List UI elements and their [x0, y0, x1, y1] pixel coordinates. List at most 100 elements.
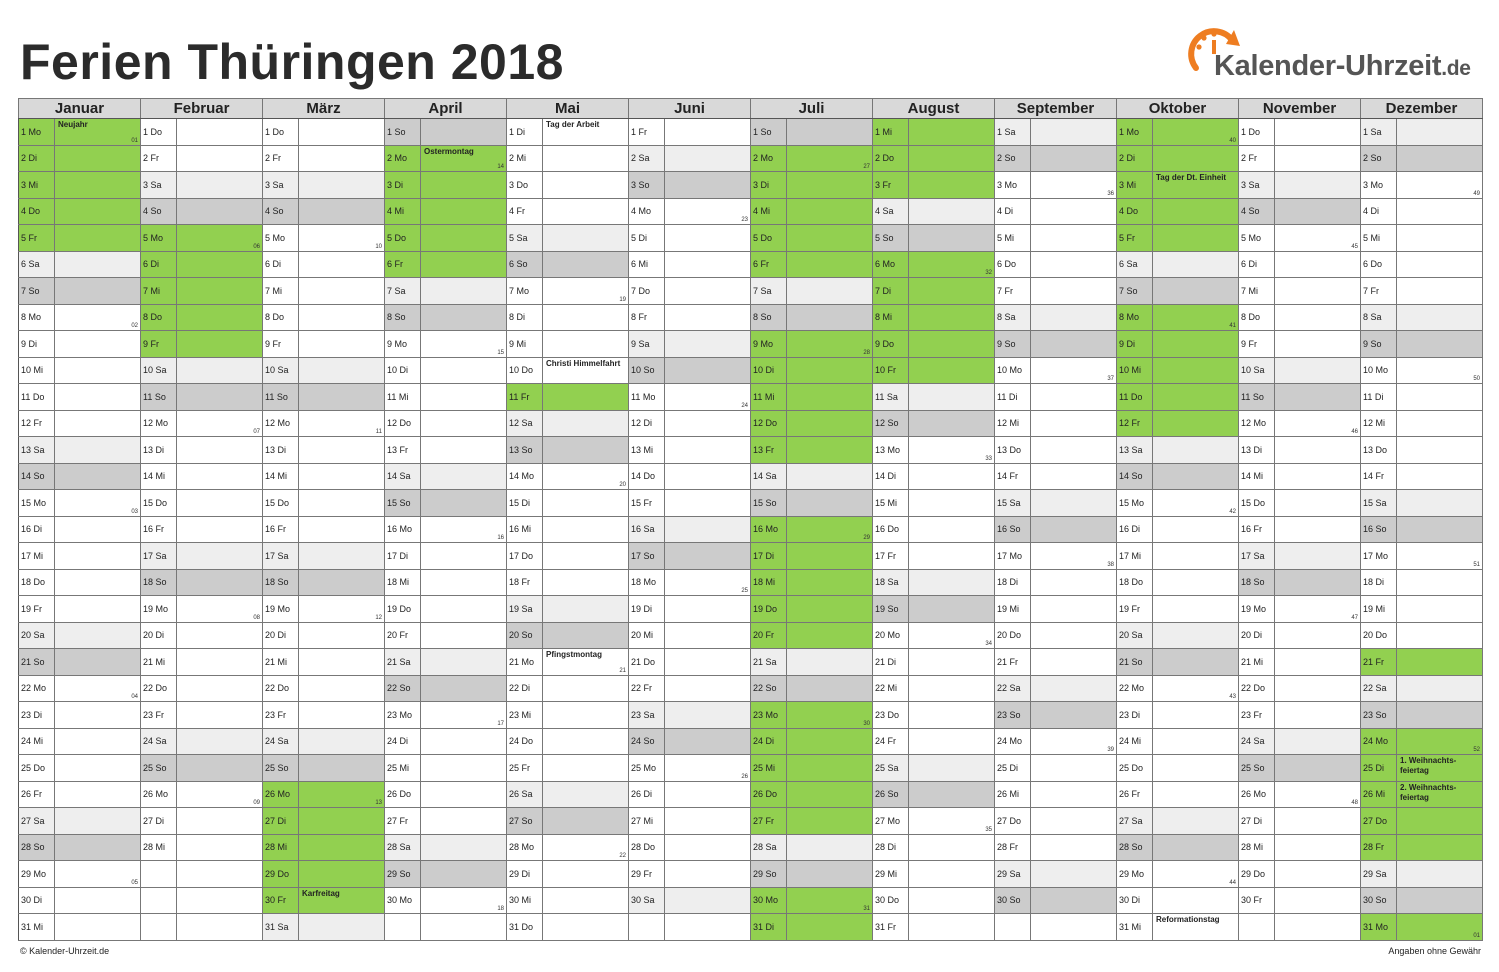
empty-cell: [176, 913, 263, 941]
day-note-cell: [1030, 409, 1117, 437]
day-cell: 26 Do: [384, 780, 421, 808]
day-cell: 14 Mi: [140, 462, 177, 490]
day-note-cell: 40: [1152, 118, 1239, 146]
day-cell: 31 Di: [750, 913, 787, 941]
week-number: 36: [1107, 190, 1114, 197]
day-cell: 18 Do: [18, 568, 55, 596]
day-cell: 14 So: [18, 462, 55, 490]
day-cell: 30 Fr: [262, 886, 299, 914]
day-cell: 4 So: [1238, 197, 1275, 225]
day-cell: 1 Mi: [872, 118, 909, 146]
day-cell: 29 Sa: [1360, 860, 1397, 888]
day-note-cell: [176, 144, 263, 172]
brand-logo[interactable]: Kalender-Uhrzeit.de: [1184, 20, 1484, 90]
day-note-cell: 02: [54, 303, 141, 331]
week-number: 03: [131, 508, 138, 515]
day-cell: 9 Fr: [262, 330, 299, 358]
day-note-cell: [786, 727, 873, 755]
day-note-cell: [786, 621, 873, 649]
day-cell: 29 Mi: [872, 860, 909, 888]
day-cell: 8 Mo: [1116, 303, 1153, 331]
day-note-cell: [542, 409, 629, 437]
day-cell: 20 Mi: [628, 621, 665, 649]
day-cell: 12 Mo: [262, 409, 299, 437]
day-cell: 16 Di: [18, 515, 55, 543]
day-cell: 11 So: [1238, 383, 1275, 411]
empty-cell: [664, 913, 751, 941]
day-note-cell: [1152, 886, 1239, 914]
day-cell: 15 So: [384, 489, 421, 517]
day-note-cell: [542, 197, 629, 225]
day-note-cell: [420, 409, 507, 437]
day-cell: 8 Mo: [18, 303, 55, 331]
day-cell: 4 Mi: [384, 197, 421, 225]
day-cell: 31 Mo: [1360, 913, 1397, 941]
week-number: 37: [1107, 376, 1114, 382]
day-cell: 21 So: [1116, 648, 1153, 676]
day-row: 5 Fr 5 Mo 06 5 Mo 10 5 Do 5 Sa 5 Di 5 Do 5 So 5 Mi…: [18, 224, 1483, 252]
day-cell: 3 Mi: [1116, 171, 1153, 199]
week-number: 27: [863, 164, 870, 170]
day-cell: 17 Di: [384, 542, 421, 570]
day-cell: 14 Sa: [750, 462, 787, 490]
day-note-cell: [298, 833, 385, 861]
day-cell: 17 So: [628, 542, 665, 570]
day-cell: 23 Fr: [262, 701, 299, 729]
day-cell: 6 Mi: [628, 250, 665, 278]
day-cell: 15 Mi: [872, 489, 909, 517]
day-note-cell: [1274, 250, 1361, 278]
day-cell: 4 Do: [1116, 197, 1153, 225]
day-note-cell: 15: [420, 330, 507, 358]
week-number: 34: [985, 641, 992, 647]
empty-cell: [140, 860, 177, 888]
day-cell: 8 Fr: [628, 303, 665, 331]
day-cell: 18 Di: [994, 568, 1031, 596]
day-note-cell: [420, 197, 507, 225]
day-note-cell: [1152, 780, 1239, 808]
day-note-cell: [1030, 621, 1117, 649]
day-note-cell: [1274, 568, 1361, 596]
day-cell: 14 Fr: [994, 462, 1031, 490]
day-cell: 14 Di: [872, 462, 909, 490]
day-cell: 25 Do: [18, 754, 55, 782]
day-cell: 8 Sa: [1360, 303, 1397, 331]
day-note-cell: [908, 144, 995, 172]
day-cell: 18 So: [262, 568, 299, 596]
day-cell: 14 So: [1116, 462, 1153, 490]
day-cell: 1 Di: [506, 118, 543, 146]
day-note-cell: [298, 568, 385, 596]
day-cell: 26 Fr: [1116, 780, 1153, 808]
day-cell: 4 Fr: [506, 197, 543, 225]
day-cell: 3 Mo: [994, 171, 1031, 199]
day-note-cell: [908, 277, 995, 305]
day-note-cell: Christi Himmelfahrt: [542, 356, 629, 384]
day-note-cell: [908, 568, 995, 596]
day-cell: 26 Di: [628, 780, 665, 808]
day-note-cell: [1152, 462, 1239, 490]
day-note-cell: [542, 913, 629, 941]
day-note-cell: [176, 171, 263, 199]
day-note-cell: [664, 515, 751, 543]
day-cell: 16 Fr: [140, 515, 177, 543]
day-note-cell: [1030, 489, 1117, 517]
day-note-cell: [298, 144, 385, 172]
day-note-cell: [1274, 383, 1361, 411]
day-cell: 2 Fr: [262, 144, 299, 172]
week-number: 47: [1351, 614, 1358, 621]
day-note-cell: [664, 409, 751, 437]
day-note-cell: [786, 409, 873, 437]
day-cell: 5 Mo: [262, 224, 299, 252]
copyright-text: Kalender-Uhrzeit.de: [29, 946, 110, 956]
month-header: Februar: [140, 98, 263, 119]
day-note-cell: [1152, 224, 1239, 252]
day-note-cell: [1030, 197, 1117, 225]
day-note-cell: [786, 197, 873, 225]
day-cell: 9 So: [994, 330, 1031, 358]
day-cell: 25 Mi: [384, 754, 421, 782]
week-number: 30: [863, 720, 870, 727]
day-cell: 10 Fr: [872, 356, 909, 384]
day-cell: 11 So: [262, 383, 299, 411]
day-note-cell: 19: [542, 277, 629, 305]
day-note-cell: [1396, 674, 1483, 702]
day-note-cell: [1152, 833, 1239, 861]
